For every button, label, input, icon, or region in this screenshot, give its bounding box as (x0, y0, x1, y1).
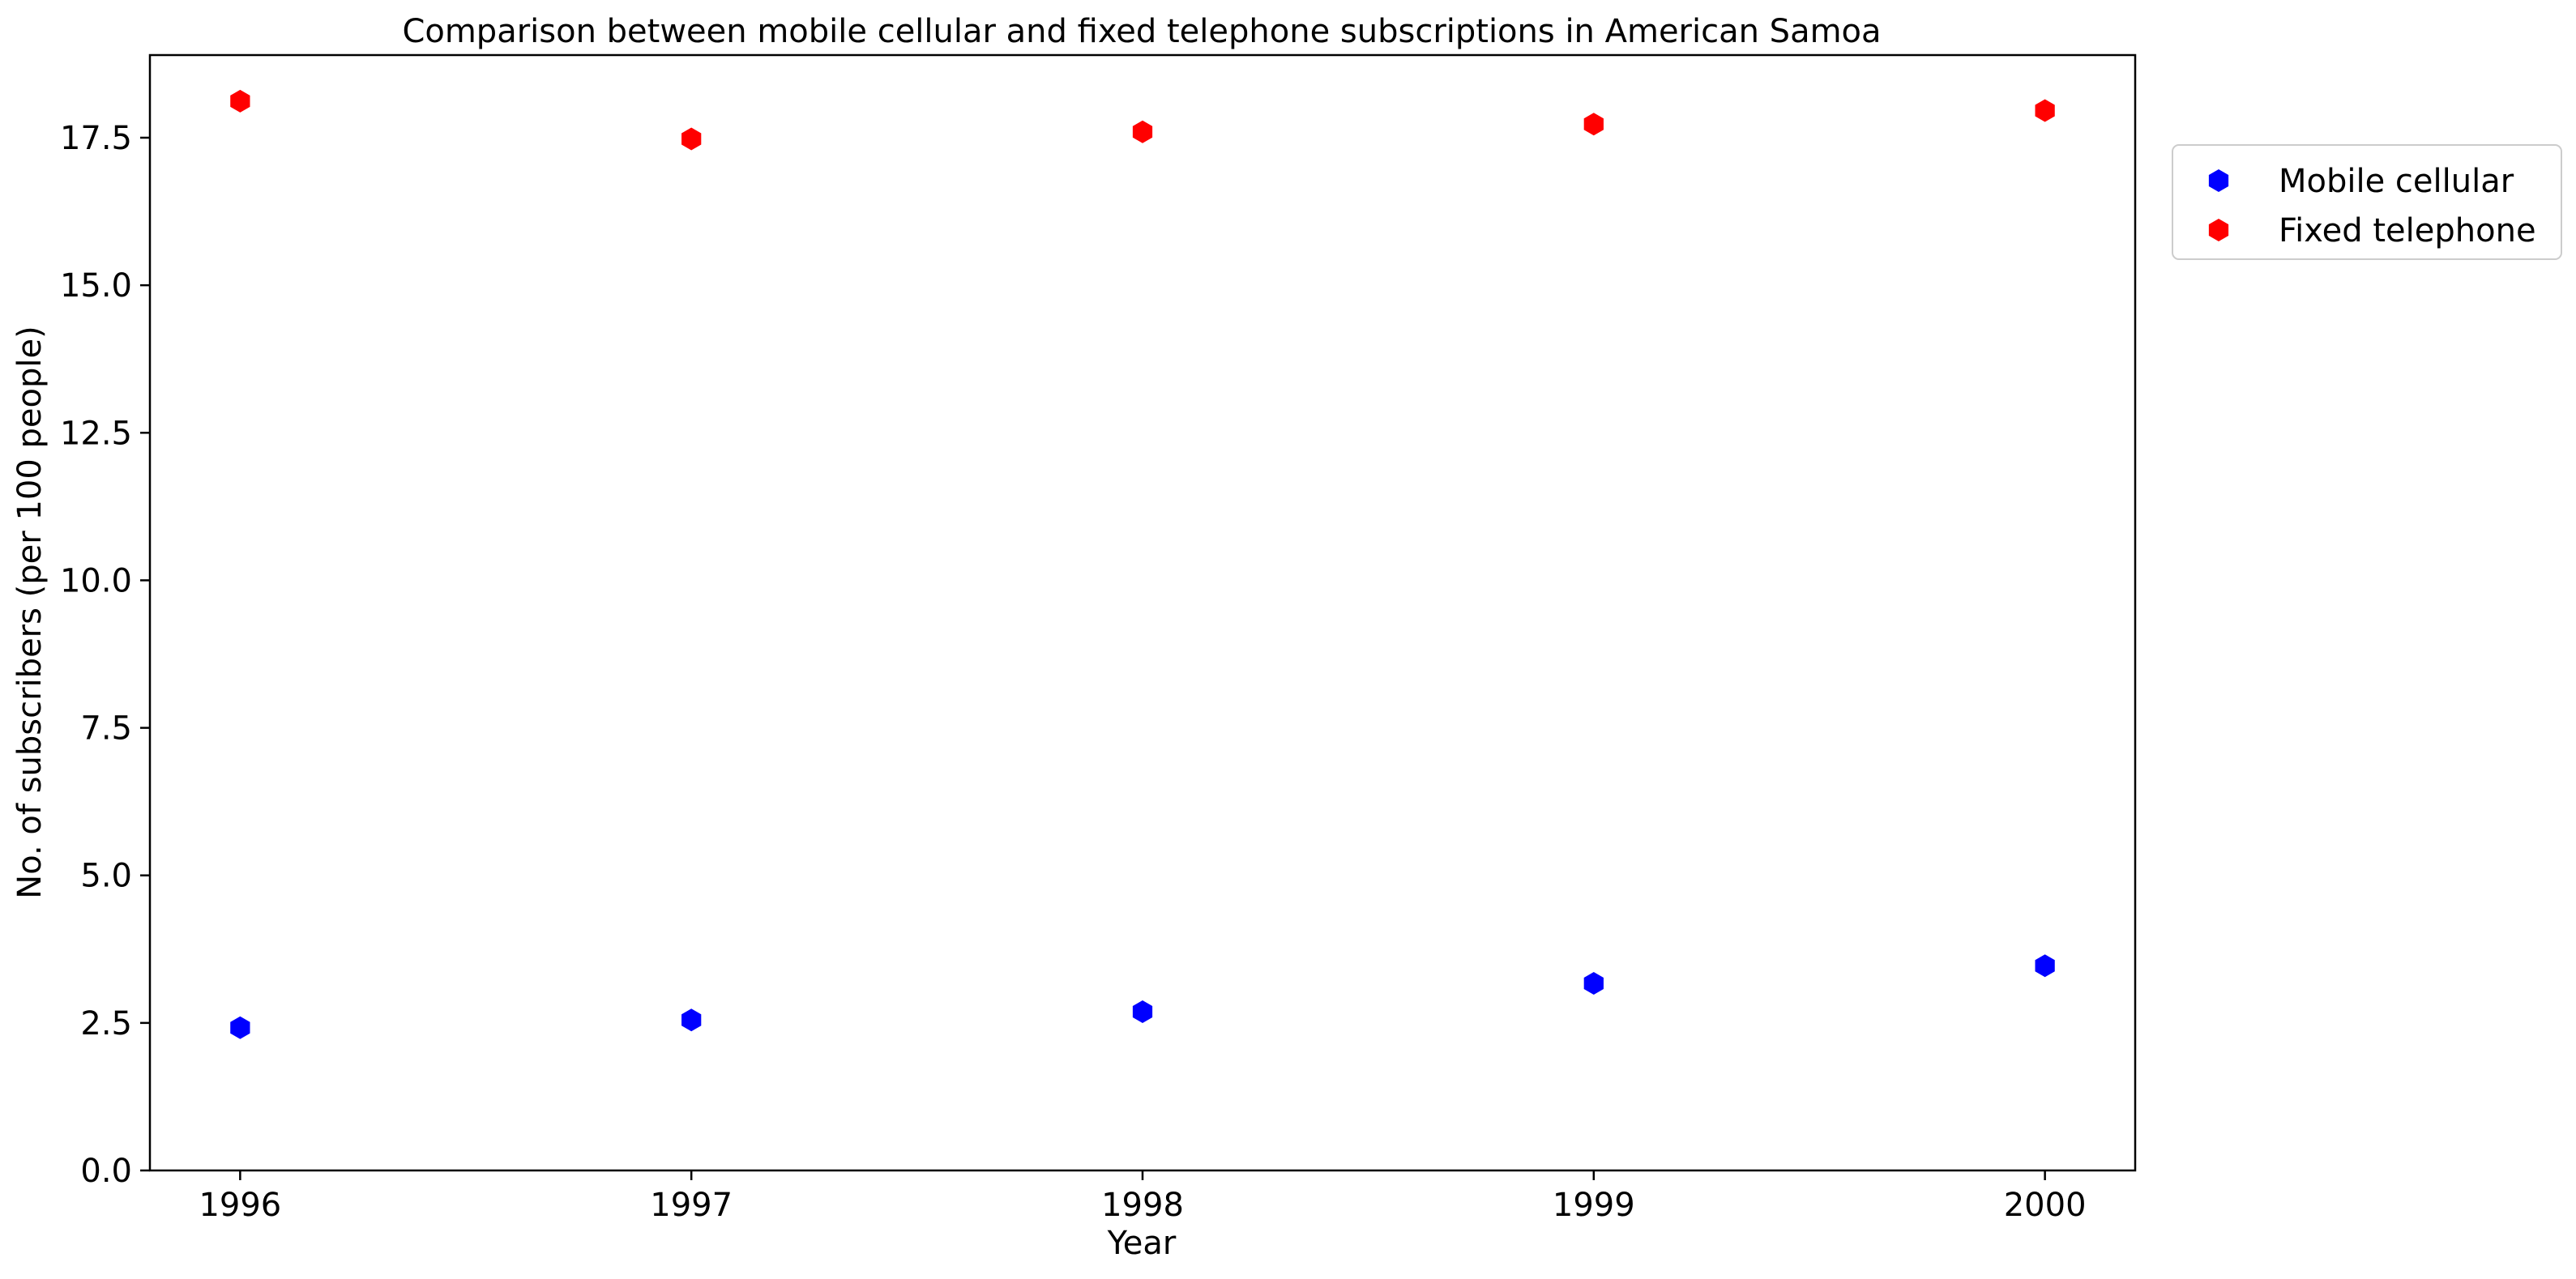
y-tick-label: 17.5 (60, 120, 132, 157)
y-tick-label: 7.5 (80, 710, 132, 748)
data-point (681, 1008, 702, 1032)
x-axis: 1996 1997 1998 1999 2000 (199, 1170, 2087, 1224)
y-axis: 0.0 2.5 5.0 7.5 10.0 12.5 15.0 17.5 (60, 120, 150, 1190)
data-points (230, 89, 2055, 1039)
series-mobile-cellular (230, 954, 2055, 1039)
y-tick-label: 12.5 (60, 415, 132, 452)
y-tick-label: 15.0 (60, 267, 132, 305)
legend-box (2172, 144, 2562, 260)
data-point (1583, 113, 1604, 136)
y-tick-label: 5.0 (80, 858, 132, 895)
data-point (1583, 972, 1604, 995)
data-point (230, 1016, 250, 1039)
series-fixed-telephone (230, 89, 2055, 151)
x-axis-label: Year (1107, 1225, 1177, 1262)
data-point (2035, 99, 2055, 122)
x-tick-label: 1999 (1553, 1187, 1635, 1224)
y-tick-label: 10.0 (60, 562, 132, 599)
legend-label: Mobile cellular (2279, 163, 2514, 200)
data-point (1132, 1000, 1153, 1024)
data-point (1132, 120, 1153, 143)
x-tick-label: 2000 (2004, 1187, 2087, 1224)
legend-marker (2208, 219, 2229, 241)
legend-marker (2208, 169, 2229, 192)
legend: Mobile cellular Fixed telephone (2172, 144, 2562, 260)
data-point (681, 127, 702, 151)
data-point (230, 89, 250, 113)
chart-title: Comparison between mobile cellular and f… (402, 13, 1881, 50)
legend-label: Fixed telephone (2279, 212, 2536, 249)
x-tick-label: 1996 (199, 1187, 281, 1224)
y-tick-label: 2.5 (80, 1005, 132, 1042)
x-tick-label: 1997 (650, 1187, 733, 1224)
data-point (2035, 954, 2055, 978)
y-tick-label: 0.0 (80, 1153, 132, 1190)
x-tick-label: 1998 (1101, 1187, 1184, 1224)
y-axis-label: No. of subscribers (per 100 people) (11, 326, 49, 898)
